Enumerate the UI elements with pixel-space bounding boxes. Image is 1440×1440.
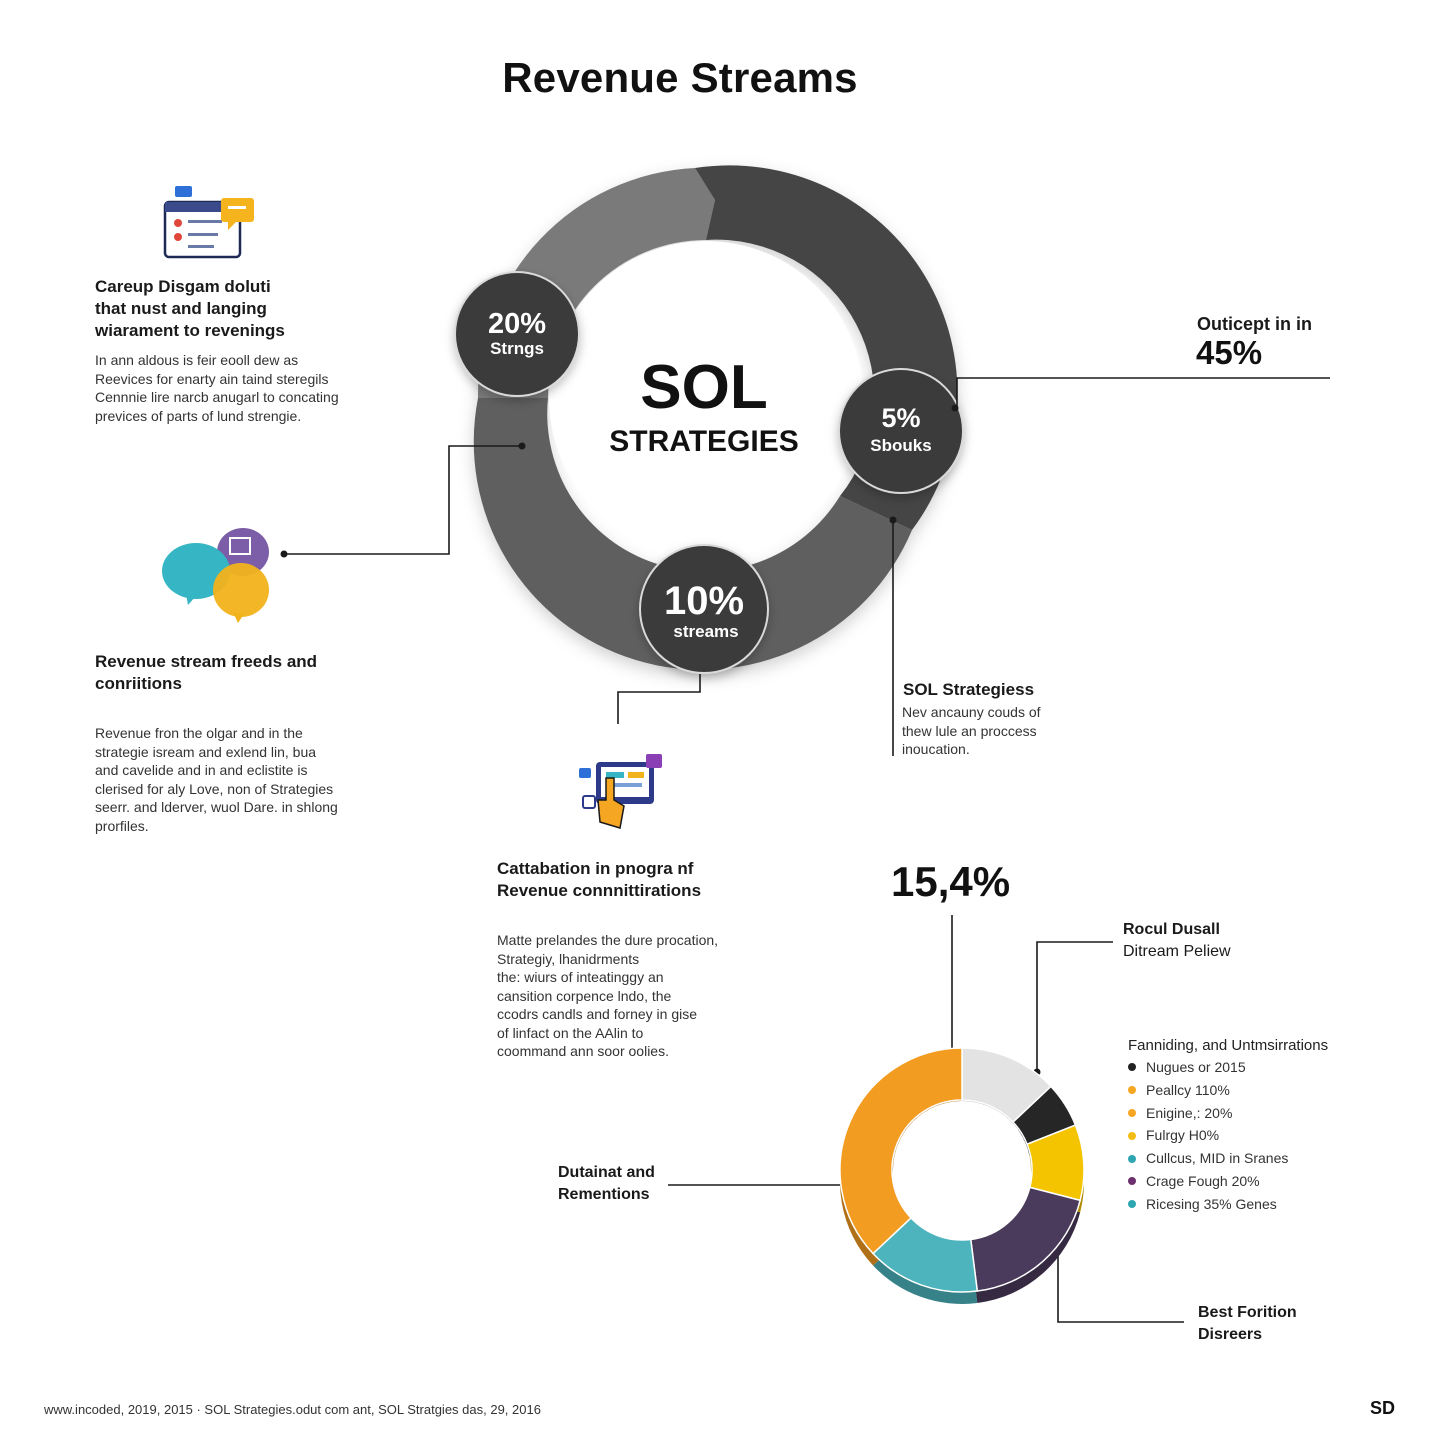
legend-item: Cullcus, MID in Sranes bbox=[1128, 1147, 1328, 1170]
label-rocul: Rocul Dusall Ditream Peliew bbox=[1123, 921, 1231, 960]
block2-heading: Revenue stream freeds and conriitions bbox=[95, 652, 318, 693]
page-title: Revenue Streams bbox=[502, 54, 858, 101]
block1-body: In ann aldous is feir eooll dew as Reevic… bbox=[95, 352, 339, 424]
badge-10-pct: 10% bbox=[664, 579, 744, 623]
legend-dot bbox=[1128, 1086, 1136, 1095]
callout-value: 45% bbox=[1196, 334, 1263, 371]
legend-label: Peallcy 110% bbox=[1146, 1081, 1230, 1098]
center-title-sol: SOL bbox=[640, 353, 767, 422]
legend-label: Crage Fough 20% bbox=[1146, 1172, 1260, 1189]
legend-item: Ricesing 35% Genes bbox=[1128, 1193, 1328, 1216]
donut-slice bbox=[839, 1047, 963, 1255]
callout-label: Outicept in in bbox=[1197, 314, 1312, 334]
center-title-strategies: STRATEGIES bbox=[609, 425, 798, 458]
badge-5-pct: 5% bbox=[881, 403, 920, 433]
footer-mark: SD bbox=[1370, 1398, 1396, 1418]
legend: Fanniding, and Untmsirrations Nugues or … bbox=[1128, 1037, 1328, 1216]
block3-heading: Cattabation in pnogra nf Revenue connnitt… bbox=[497, 859, 702, 900]
donut-chart bbox=[839, 1047, 1085, 1304]
legend-label: Cullcus, MID in Sranes bbox=[1146, 1150, 1289, 1167]
badge-20-pct: 20% bbox=[488, 308, 546, 340]
chat-bubbles-icon bbox=[162, 528, 269, 623]
legend-dot bbox=[1128, 1154, 1136, 1163]
badge-20-circle bbox=[454, 271, 580, 397]
legend-dot bbox=[1128, 1131, 1136, 1140]
big-number: 15,4% bbox=[891, 858, 1011, 905]
legend-items: Nugues or 2015 Peallcy 110% Enigine,: 20% F… bbox=[1128, 1056, 1328, 1216]
legend-label: Fulrgy H0% bbox=[1146, 1127, 1220, 1144]
badge-5-circle bbox=[838, 368, 964, 494]
block2-body: Revenue fron the olgar and in the strateg… bbox=[95, 725, 338, 834]
badge-20-label: Strngs bbox=[490, 339, 544, 358]
ring-segment-bottom bbox=[473, 398, 912, 670]
badge-5-label: Sbouks bbox=[870, 436, 931, 455]
legend-item: Crage Fough 20% bbox=[1128, 1170, 1328, 1193]
legend-dot bbox=[1128, 1108, 1136, 1117]
legend-label: Ricesing 35% Genes bbox=[1146, 1195, 1277, 1212]
touch-screen-icon bbox=[579, 754, 662, 829]
legend-label: Enigine,: 20% bbox=[1146, 1104, 1233, 1121]
label-best: Best Forition Disreers bbox=[1198, 1304, 1297, 1343]
legend-label: Nugues or 2015 bbox=[1146, 1059, 1246, 1075]
footer-text: www.incoded, 2019, 2015 · SOL Strategies… bbox=[44, 1402, 541, 1417]
legend-item: Nugues or 2015 bbox=[1128, 1056, 1328, 1079]
legend-item: Peallcy 110% bbox=[1128, 1079, 1328, 1102]
legend-dot bbox=[1128, 1200, 1136, 1209]
badge-10-label: streams bbox=[673, 622, 738, 641]
legend-item: Fulrgy H0% bbox=[1128, 1124, 1328, 1147]
sol-block-heading: SOL Strategiess bbox=[903, 680, 1035, 699]
badge-10-circle bbox=[639, 544, 769, 674]
block1-heading: Careup Disgam doluti that nust and langin… bbox=[95, 277, 285, 340]
donut-hole bbox=[893, 1101, 1031, 1239]
block3-body: Matte prelandes the dure procation, Strat… bbox=[497, 932, 719, 1059]
legend-item: Enigine,: 20% bbox=[1128, 1102, 1328, 1125]
legend-dot bbox=[1128, 1177, 1136, 1186]
legend-title: Fanniding, and Untmsirrations bbox=[1128, 1037, 1329, 1054]
dashboard-icon bbox=[163, 186, 254, 259]
legend-dot bbox=[1128, 1063, 1136, 1072]
ring-center bbox=[549, 241, 863, 555]
label-dutaint: Dutainat and Rementions bbox=[558, 1164, 655, 1203]
sol-block-body: Nev ancauny couds of thew lule an procces… bbox=[902, 704, 1041, 757]
